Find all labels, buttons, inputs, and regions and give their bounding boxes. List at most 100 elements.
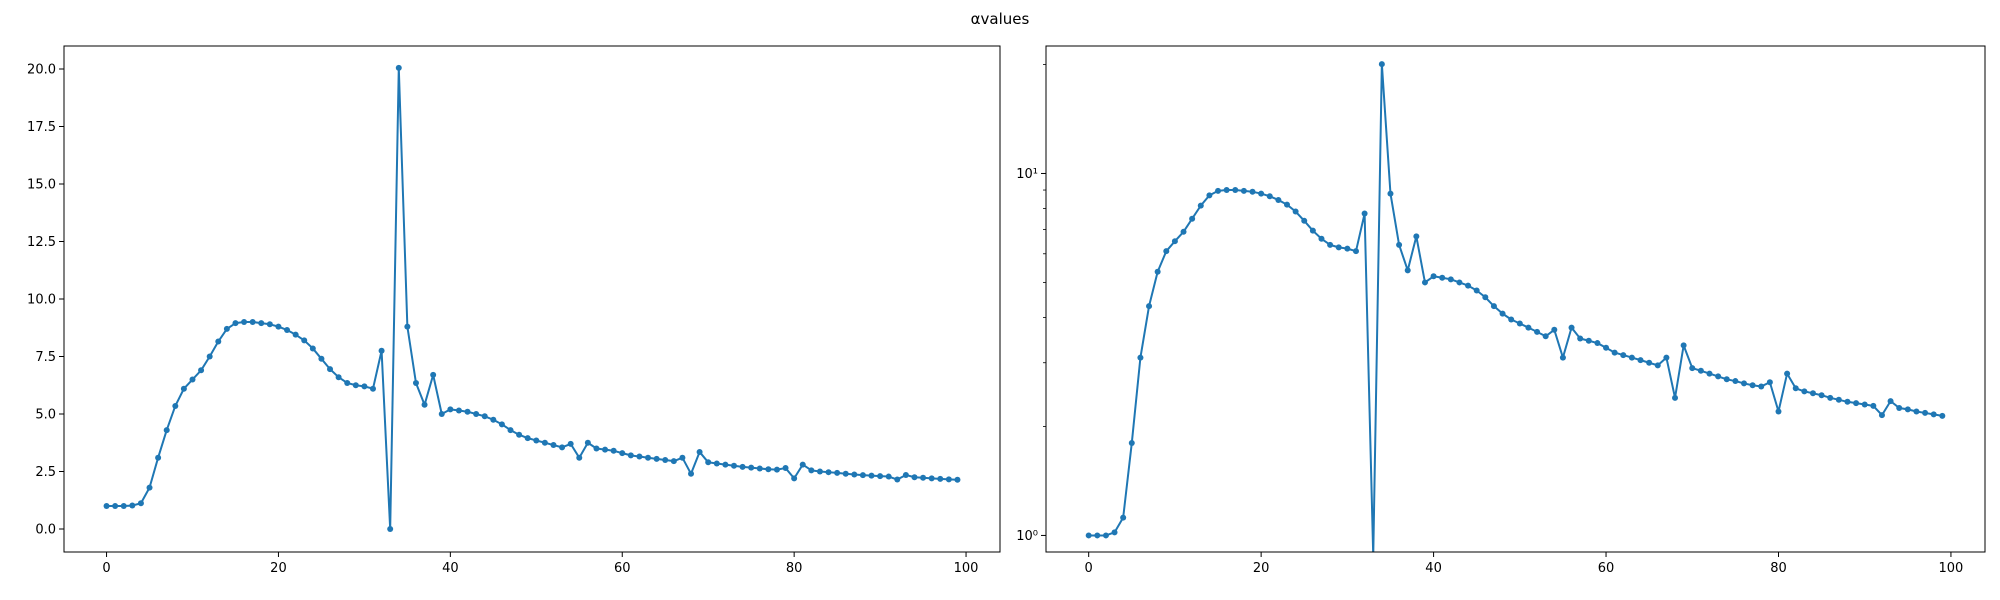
data-point xyxy=(1930,411,1937,418)
data-point xyxy=(868,472,875,479)
y-tick-label: 10¹ xyxy=(1016,167,1038,182)
data-point xyxy=(455,407,462,414)
data-point xyxy=(1516,320,1523,327)
data-point xyxy=(309,345,316,352)
data-point xyxy=(1628,354,1635,361)
data-point xyxy=(1197,202,1204,209)
data-point xyxy=(782,465,789,472)
data-point xyxy=(834,469,841,476)
y-tick-label: 0.0 xyxy=(35,523,56,538)
data-point xyxy=(1439,274,1446,281)
data-point xyxy=(284,327,291,334)
data-point xyxy=(859,472,866,479)
data-point xyxy=(1456,279,1463,286)
data-point xyxy=(1887,398,1894,405)
x-tick-label: 60 xyxy=(614,561,631,576)
data-point xyxy=(524,435,531,442)
data-point xyxy=(842,470,849,477)
data-point xyxy=(172,402,179,409)
y-tick-label: 7.5 xyxy=(35,350,56,365)
data-point xyxy=(1473,287,1480,294)
data-point xyxy=(1215,187,1222,194)
data-point xyxy=(816,468,823,475)
data-point xyxy=(653,455,660,462)
y-tick-label: 2.5 xyxy=(35,465,56,480)
x-tick-label: 0 xyxy=(102,561,110,576)
data-point xyxy=(1258,190,1265,197)
data-point xyxy=(877,473,884,480)
data-point xyxy=(1603,344,1610,351)
data-point xyxy=(550,442,557,449)
data-point xyxy=(1853,400,1860,407)
data-point xyxy=(292,331,299,338)
data-point xyxy=(352,382,359,389)
data-point xyxy=(249,319,256,325)
data-point xyxy=(301,337,308,344)
data-point xyxy=(1430,273,1437,280)
data-point xyxy=(1577,335,1584,342)
data-point xyxy=(1137,354,1144,361)
data-point xyxy=(1292,208,1299,215)
axes-frame xyxy=(1045,45,1986,553)
data-point xyxy=(163,427,170,434)
data-point xyxy=(1723,376,1730,383)
y-tick-label: 15.0 xyxy=(27,178,56,193)
x-tick-label: 80 xyxy=(786,561,803,576)
data-point xyxy=(602,446,609,453)
x-tick-label: 40 xyxy=(442,561,459,576)
data-point xyxy=(1551,326,1558,333)
data-point xyxy=(1180,228,1187,235)
data-point xyxy=(1809,390,1816,397)
y-tick-label: 5.0 xyxy=(35,408,56,423)
data-point xyxy=(378,347,385,354)
y-tick-label: 10⁰ xyxy=(1016,529,1038,544)
data-point xyxy=(387,526,394,532)
data-point xyxy=(1499,310,1506,317)
data-point xyxy=(1611,349,1618,356)
data-point xyxy=(627,452,634,459)
x-tick-label: 0 xyxy=(1085,561,1093,576)
data-point xyxy=(1870,402,1877,409)
data-point xyxy=(773,466,780,473)
data-point xyxy=(258,320,265,327)
data-point xyxy=(1344,245,1351,252)
data-point xyxy=(1715,373,1722,380)
data-point xyxy=(223,325,230,332)
data-point xyxy=(1094,532,1101,539)
data-point xyxy=(1749,382,1756,389)
data-point xyxy=(1284,201,1290,208)
data-point xyxy=(1689,365,1696,372)
data-point xyxy=(146,484,153,491)
data-point xyxy=(1146,303,1153,310)
data-point xyxy=(1827,394,1834,401)
data-point xyxy=(327,366,334,373)
data-point xyxy=(593,445,600,452)
data-point xyxy=(137,500,144,507)
data-point xyxy=(1534,328,1541,335)
y-tick-label: 12.5 xyxy=(27,235,56,250)
data-point xyxy=(1465,282,1472,289)
data-point xyxy=(1318,235,1325,242)
data-point xyxy=(1525,324,1532,331)
data-point xyxy=(679,454,686,461)
data-point xyxy=(103,503,110,509)
data-point xyxy=(1818,392,1825,399)
data-point xyxy=(318,355,325,362)
data-point xyxy=(1490,303,1497,310)
x-tick-label: 20 xyxy=(1253,561,1270,576)
data-point xyxy=(885,473,892,480)
data-point xyxy=(1878,412,1885,419)
data-point xyxy=(481,413,488,420)
data-point xyxy=(1404,267,1411,274)
data-point xyxy=(1585,337,1592,344)
data-point xyxy=(344,379,351,386)
data-point xyxy=(1680,342,1687,349)
data-point xyxy=(791,475,798,482)
data-point xyxy=(430,371,437,378)
data-point xyxy=(1637,357,1644,364)
data-point xyxy=(1844,398,1851,405)
data-point xyxy=(1568,324,1575,331)
data-point xyxy=(1559,354,1566,361)
data-point xyxy=(1163,248,1170,255)
data-point xyxy=(1447,276,1454,283)
